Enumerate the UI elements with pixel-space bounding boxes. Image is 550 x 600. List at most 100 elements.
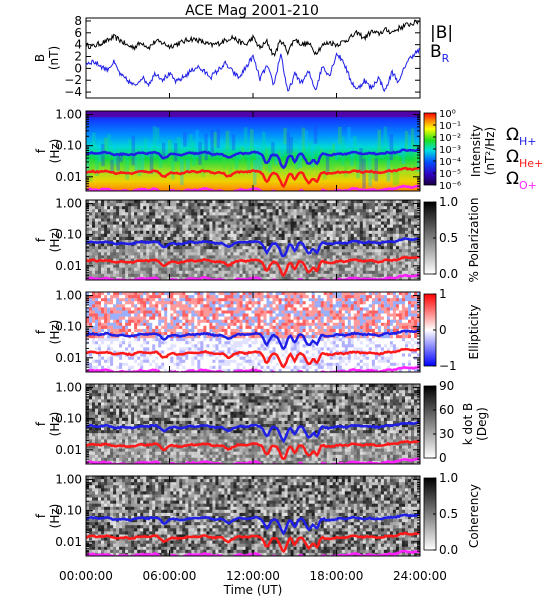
spectrogram-cell [411,264,415,268]
spectrogram-cell [401,215,406,219]
spectrogram-cell [362,298,367,302]
spectrogram-cell [269,224,273,228]
spectrogram-cell [344,249,349,253]
spectrogram-cell [146,273,150,278]
spectrogram-cell [239,230,243,235]
spectrogram-cell [395,236,400,241]
spectrogram-cell [179,252,183,256]
spectrogram-cell [149,209,153,213]
spectrogram-cell [395,335,400,339]
spectrogram-cell [242,252,246,256]
spectrogram-cell [263,276,267,280]
spectrogram-cell [134,313,138,317]
spectrogram-cell [161,227,165,232]
spectrogram-cell [149,255,153,259]
spectrogram-cell [176,246,180,250]
spectrogram-cell [185,203,189,207]
spectrogram-cell [353,206,358,210]
spectrogram-cell [405,209,409,213]
field-y-tick-label: 0 [74,61,82,75]
spectrogram-cell [359,316,364,320]
spectrogram-cell [179,264,183,268]
spectrogram-cell [233,295,237,299]
spectrogram-cell [398,328,403,333]
spectrogram-cell [194,230,198,235]
spectrogram-cell [414,316,418,320]
spectrogram-cell [134,273,138,278]
spectrogram-cell [389,322,394,327]
spectrogram-cell [245,316,249,320]
spectrogram-cell [197,328,201,333]
spectrogram-cell [167,236,171,241]
spectrogram-cell [266,322,270,327]
spectrogram-cell [185,255,189,259]
spectrogram-cell [272,307,276,311]
spectrogram-cell [389,218,394,222]
spectrogram-cell [281,313,285,317]
spectrogram-cell [86,304,90,308]
spectrogram-cell [272,203,276,207]
spectrogram-cell [119,307,123,311]
spectrogram-cell [395,230,400,235]
spectrogram-cell [221,328,225,333]
spectrogram-cell [383,218,388,222]
spectrogram-cell [305,227,309,232]
spectrogram-cell [341,258,346,262]
spectrogram-cell [92,206,96,210]
spectrogram-cell [125,230,129,235]
spectrogram-cell [140,273,144,278]
spectrogram-cell [92,221,96,225]
spectrogram-cell [278,316,282,320]
spectrogram-cell [344,319,349,324]
spectrogram-cell [254,267,258,272]
spectrogram-cell [134,325,138,330]
spectrogram-cell [254,209,258,213]
spectrogram-cell [92,218,96,222]
spectrogram-cell [212,319,216,324]
spectrogram-cell [197,246,201,250]
spectrogram-cell [260,313,264,317]
spectrogram-cell [164,332,168,336]
spectrogram-cell [110,221,114,225]
spectrogram-cell [137,307,141,311]
spectrogram-cell [212,246,216,250]
spectrogram-cell [86,338,90,342]
spectrogram-cell [110,224,114,228]
spectrogram-cell [140,209,144,213]
spectrogram-cell [98,224,102,228]
spectrogram-cell [356,313,361,317]
spectrogram-cell [119,338,123,342]
spectrogram-cell [95,319,99,324]
spectrogram-cell [405,246,409,250]
spectrogram-cell [191,270,195,275]
spectrogram-cell [398,261,403,265]
spectrogram-cell [170,261,174,265]
spectrogram-cell [155,319,159,324]
spectrogram-cell [314,236,318,241]
spectrogram-cell [356,209,361,213]
spectrogram-cell [230,328,234,333]
spectrogram-cell [110,322,114,327]
spectrogram-cell [197,316,201,320]
spectrogram-cell [173,313,177,317]
spectrogram-cell [311,310,315,314]
spectrogram-cell [371,298,376,302]
spectrogram-cell [179,295,183,299]
spectrogram-cell [221,270,225,275]
spectrogram-cell [92,230,96,235]
spectrogram-cell [92,322,96,327]
colorbar-tick-label: 10⁰ [439,109,456,120]
spectrogram-cell [131,224,135,228]
spectrogram-cell [119,335,123,339]
spectrogram-cell [245,310,249,314]
spectrogram-cell [206,224,210,228]
spectrogram-cell [329,258,333,262]
spectrogram-cell [176,209,180,213]
spectrogram-cell [125,292,129,296]
spectrogram-cell [287,310,291,314]
spectrogram-cell [326,227,330,232]
spectrogram-cell [116,230,120,235]
spectrogram-cell [314,218,318,222]
spectrogram-cell [125,212,129,216]
colorbar-tick-label: 10⁻³ [439,145,461,156]
